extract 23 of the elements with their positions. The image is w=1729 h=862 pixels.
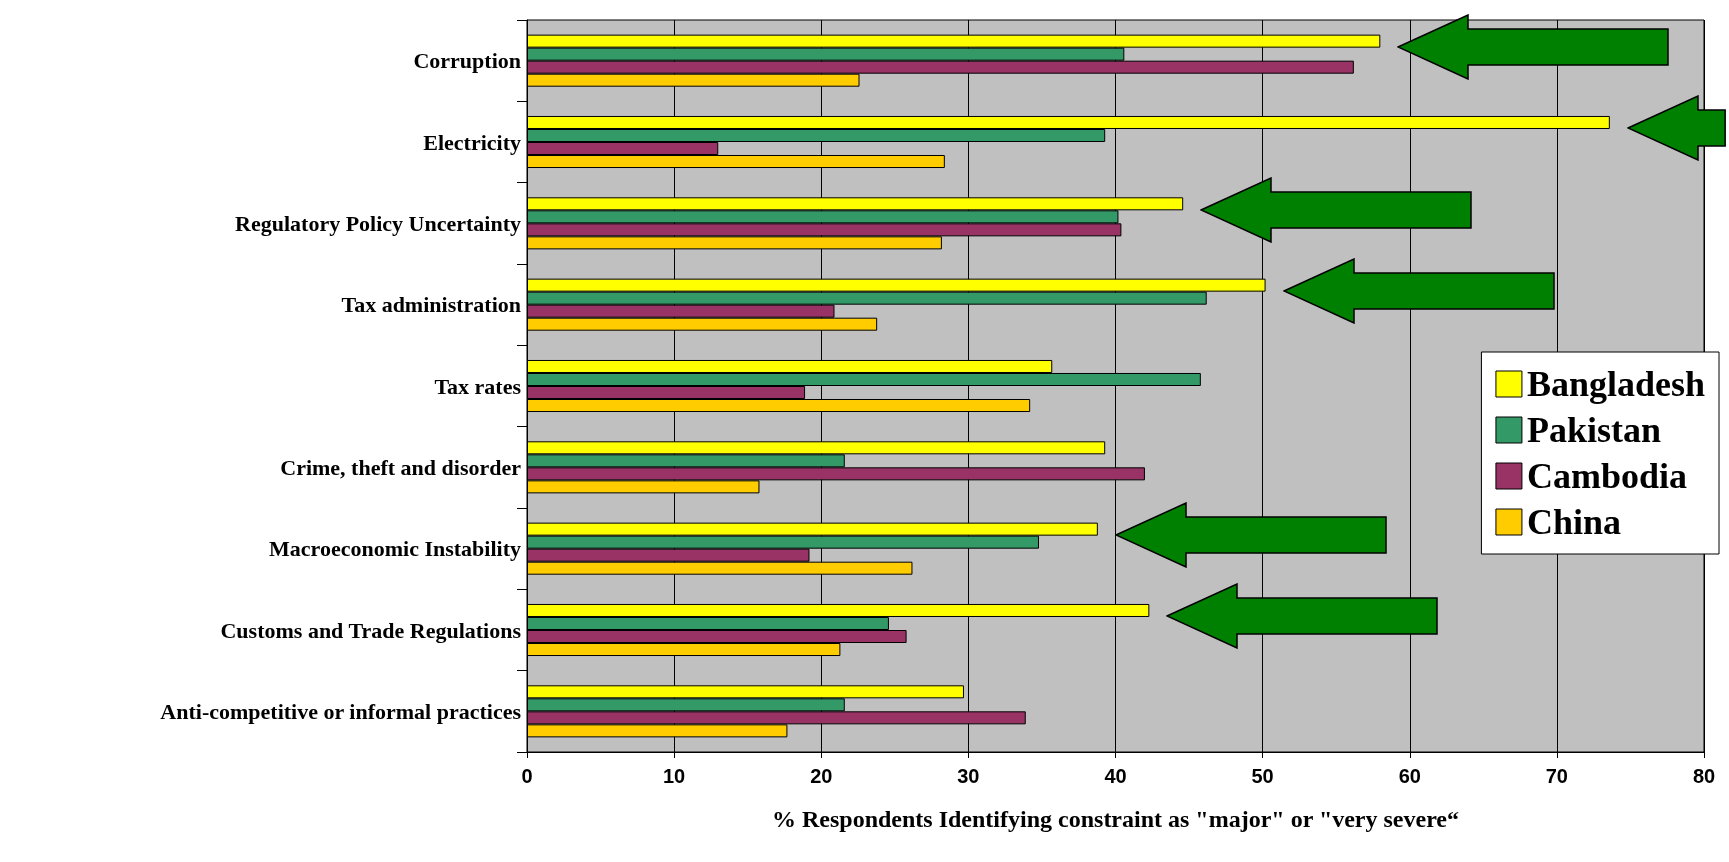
- y-tick-label: Tax administration: [341, 292, 521, 318]
- y-tick-label: Crime, theft and disorder: [280, 454, 522, 480]
- y-tick-label: Macroeconomic Instability: [269, 536, 521, 562]
- legend-label: China: [1526, 502, 1621, 542]
- x-axis-title: % Respondents Identifying constraint as "major" or "very severe“: [771, 806, 1460, 832]
- x-tick-label: 80: [1692, 765, 1716, 787]
- x-tick-label: 20: [810, 765, 833, 787]
- y-tick-label: Anti-competitive or informal practices: [160, 698, 522, 724]
- x-tick-label: 10: [663, 765, 686, 787]
- y-tick-label: Customs and Trade Regulations: [220, 617, 522, 643]
- x-tick-label: 40: [1104, 765, 1127, 787]
- legend-label: Pakistan: [1526, 410, 1661, 450]
- x-tick-label: 60: [1398, 765, 1421, 787]
- x-tick-label: 30: [957, 765, 980, 787]
- y-tick-label: Tax rates: [434, 373, 522, 399]
- y-tick-label: Regulatory Policy Uncertainty: [235, 210, 521, 236]
- x-tick-label: 70: [1545, 765, 1568, 787]
- x-tick-label: 0: [521, 765, 533, 787]
- y-tick-label: Corruption: [413, 48, 521, 74]
- y-tick-label: Electricity: [423, 129, 521, 155]
- x-tick-label: 50: [1251, 765, 1274, 787]
- legend-label: Cambodia: [1526, 456, 1687, 496]
- legend-label: Bangladesh: [1526, 364, 1706, 404]
